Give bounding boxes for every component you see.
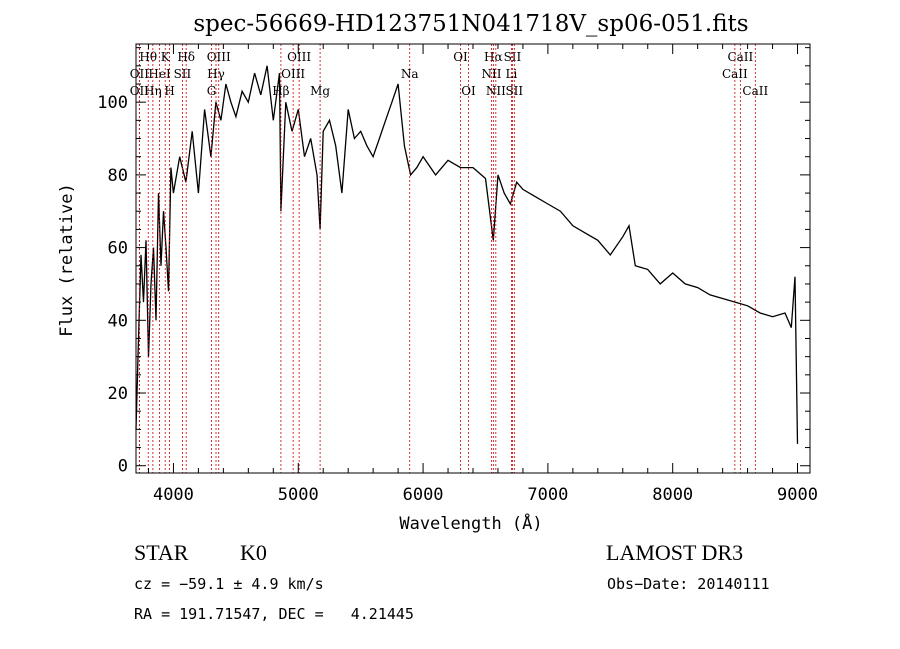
spectral-line-label: SII xyxy=(505,84,523,98)
spectral-line-label: H xyxy=(164,84,174,98)
spectral-line-label: OI xyxy=(461,84,476,98)
spectral-line-label: NII xyxy=(481,67,501,81)
spectral-line-label: OI xyxy=(453,50,468,64)
spectral-line-label: Na xyxy=(401,67,419,81)
spectral-line-label: OII xyxy=(130,84,150,98)
spectral-line-label: Hδ xyxy=(177,50,195,64)
y-tick-label: 40 xyxy=(108,311,128,331)
spectral-line-label: CaII xyxy=(722,67,748,81)
x-tick-label: 6000 xyxy=(403,485,444,505)
object-class: STAR xyxy=(134,540,189,565)
y-tick-label: 60 xyxy=(108,239,128,259)
spectral-line-label: SII xyxy=(174,67,192,81)
spectral-line-label: OIII xyxy=(281,67,305,81)
spectral-line-label: CaII xyxy=(727,50,753,64)
redshift-velocity: cz = −59.1 ± 4.9 km/s xyxy=(134,575,324,593)
spectral-line-label: OIII xyxy=(207,50,231,64)
spectral-line-label: Hθ xyxy=(139,50,157,64)
y-tick-label: 100 xyxy=(97,93,128,113)
spectral-line-label: Mg xyxy=(310,84,330,98)
y-tick-label: 0 xyxy=(118,457,128,477)
spectral-line-label: NII xyxy=(486,84,506,98)
x-tick-label: 4000 xyxy=(153,485,194,505)
spectral-line-label: HeI xyxy=(148,67,171,81)
x-tick-label: 7000 xyxy=(527,485,568,505)
x-tick-label: 8000 xyxy=(652,485,693,505)
spectral-line-label: Li xyxy=(506,67,518,81)
spectral-line-label: Hη xyxy=(144,84,162,98)
spectral-line-label: SII xyxy=(504,50,522,64)
spectral-line-label: Hγ xyxy=(207,67,225,81)
y-tick-label: 80 xyxy=(108,166,128,186)
x-axis-label: Wavelength (Å) xyxy=(399,512,542,534)
y-axis-label: Flux (relative) xyxy=(57,183,77,337)
y-tick-label: 20 xyxy=(108,384,128,404)
observation-date: Obs−Date: 20140111 xyxy=(607,575,770,593)
object-subclass: K0 xyxy=(240,540,267,565)
spectral-line-label: OIII xyxy=(287,50,311,64)
x-tick-label: 9000 xyxy=(777,485,818,505)
x-tick-label: 5000 xyxy=(278,485,319,505)
spectrum-series-line xyxy=(135,65,799,444)
chart-title: spec-56669-HD123751N041718V_sp06-051.fit… xyxy=(193,11,748,37)
spectral-line-label: Hβ xyxy=(272,84,289,98)
spectral-line-label: G xyxy=(207,84,217,98)
survey-name: LAMOST DR3 xyxy=(606,540,744,565)
coordinates: RA = 191.71547, DEC = 4.21445 xyxy=(134,605,414,623)
plot-frame xyxy=(135,43,811,474)
spectral-line-label: K xyxy=(161,50,171,64)
spectral-line-label: Hα xyxy=(484,50,503,64)
spectral-line-label: CaII xyxy=(742,84,768,98)
